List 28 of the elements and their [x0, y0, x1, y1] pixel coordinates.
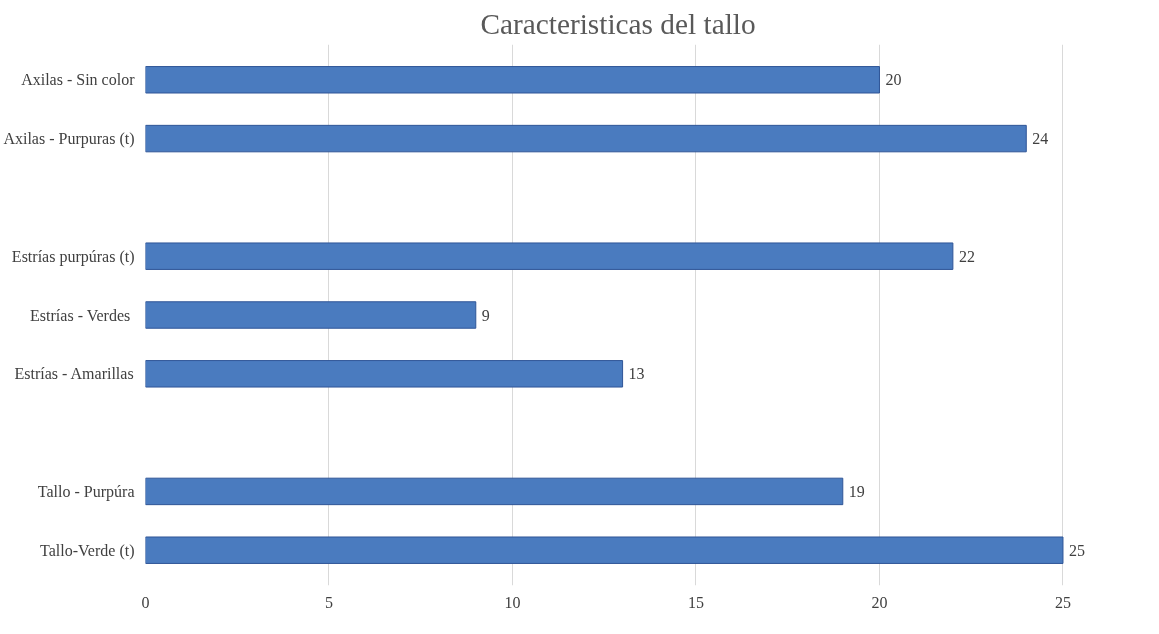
x-tick-label: 10 [504, 593, 521, 611]
bar [145, 66, 880, 94]
chart-title: Caracteristicas del tallo [480, 7, 756, 40]
bar [145, 360, 624, 388]
data-label: 25 [1068, 541, 1085, 559]
data-label: 22 [958, 247, 975, 265]
y-tick-label: Estrías - Verdes [30, 306, 131, 324]
data-label: 13 [628, 365, 645, 383]
x-tick-label: 15 [687, 593, 704, 611]
y-tick-label: Tallo - Purpúra [37, 482, 135, 501]
data-label: 20 [885, 71, 902, 89]
x-tick-label: 5 [325, 593, 333, 611]
bar [145, 477, 844, 506]
bar [145, 301, 477, 329]
x-tick-label: 0 [141, 593, 150, 611]
y-tick-label: Axilas - Purpuras (t) [3, 130, 135, 149]
bar [145, 536, 1064, 564]
y-tick-label: Estrías purpúras (t) [11, 247, 135, 266]
bar [145, 124, 1027, 153]
x-tick-label: 25 [1054, 593, 1071, 611]
y-tick-label: Tallo-Verde (t) [40, 541, 135, 560]
data-label: 24 [1032, 130, 1049, 148]
y-tick-label: Estrías - Amarillas [14, 365, 134, 383]
y-tick-label: Axilas - Sin color [21, 71, 136, 89]
bar [145, 242, 954, 270]
data-label: 19 [848, 482, 865, 500]
x-tick-label: 20 [871, 593, 888, 611]
data-label: 9 [481, 306, 490, 324]
